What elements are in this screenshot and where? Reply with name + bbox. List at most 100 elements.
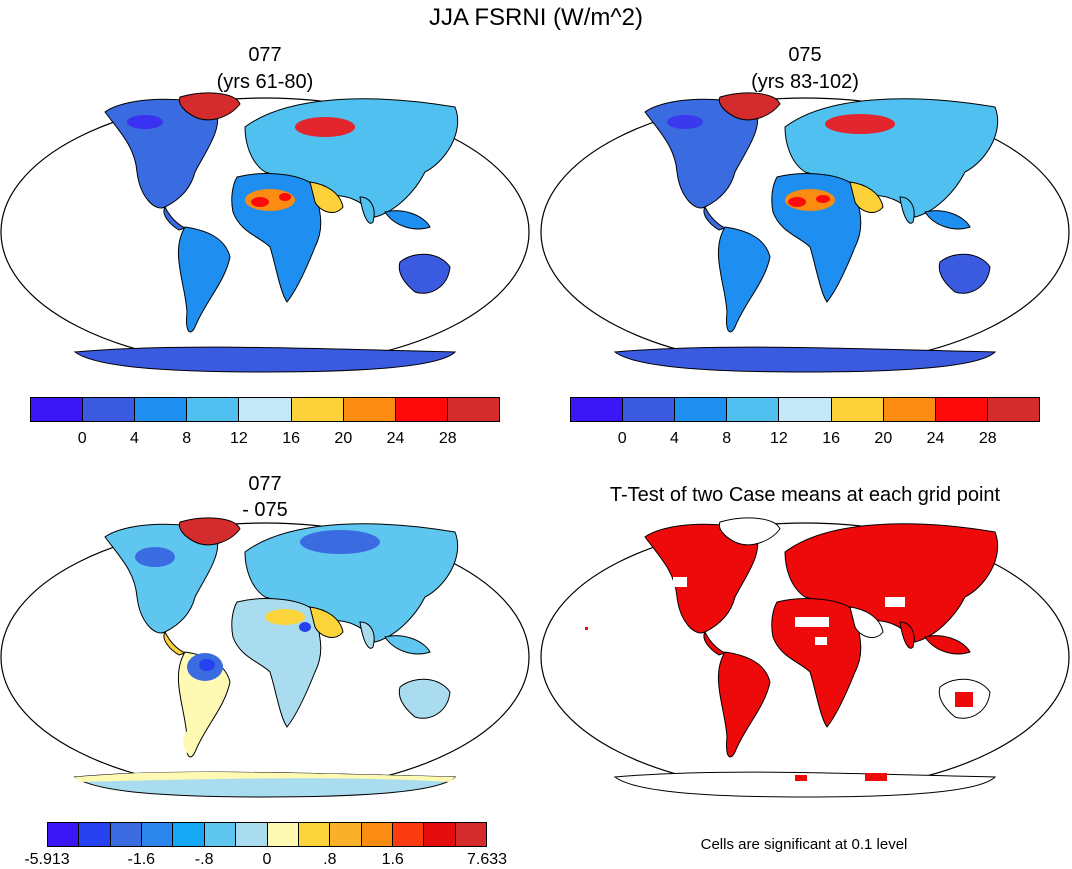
colorbar-case1-label-3: 12 — [229, 430, 248, 447]
colorbar-case1-swatch-1 — [83, 398, 136, 421]
colorbar-case1-label-0: 0 — [77, 430, 87, 447]
panel3-title-line1: 077 — [248, 473, 282, 495]
panel3-patagonia-positive — [183, 730, 197, 754]
colorbar-case2-swatch-4 — [779, 398, 832, 421]
main-title: JJA FSRNI (W/m^2) — [429, 4, 643, 31]
colorbar-case1-label-5: 20 — [334, 430, 353, 447]
panel1-canada-cool — [127, 115, 163, 129]
colorbar-diff-label-0: -5.913 — [24, 851, 70, 868]
colorbar-diff-swatch-8 — [298, 823, 331, 846]
colorbar-case2-label-6: 24 — [926, 430, 945, 447]
colorbar-case1-label-2: 8 — [182, 430, 192, 447]
colorbar-case2 — [570, 397, 1040, 422]
panel4-antarctic-sig-east — [865, 773, 887, 781]
colorbar-diff-label-5: 1.6 — [381, 851, 404, 868]
colorbar-case1-swatch-5 — [291, 398, 344, 421]
colorbar-case1-label-1: 4 — [129, 430, 139, 447]
colorbar-case2-swatch-6 — [883, 398, 936, 421]
colorbar-case2-label-7: 28 — [978, 430, 997, 447]
panel2-siberia-warm — [825, 114, 895, 134]
colorbar-diff-swatch-2 — [110, 823, 143, 846]
panel2-title-line2: (yrs 83-102) — [751, 71, 859, 93]
panel4-hawaii-sig — [585, 627, 588, 630]
colorbar-diff-labels: -5.913 -1.6 -.8 0 .8 1.6 7.633 — [24, 851, 507, 869]
colorbar-case2-label-3: 12 — [769, 430, 788, 447]
colorbar-case2-label-2: 8 — [722, 430, 732, 447]
colorbar-case1-label-4: 16 — [282, 430, 301, 447]
colorbar-diff-swatch-9 — [330, 823, 362, 846]
colorbar-diff-swatch-5 — [204, 823, 237, 846]
colorbar-diff-swatch-13 — [455, 823, 487, 846]
panel4-gap-tibet — [885, 597, 905, 607]
ttest-footnote: Cells are significant at 0.1 level — [700, 836, 908, 853]
panel3-antarctic-coast-positive — [75, 772, 455, 782]
panel4-gap-rockies — [673, 577, 687, 587]
panel3-sahel-positive — [265, 609, 305, 625]
colorbar-diff-swatch-0 — [48, 823, 80, 846]
colorbar-case1-swatch-8 — [447, 398, 499, 421]
panel2-sahara-core-east — [816, 195, 830, 203]
panel1-sahara-core — [251, 197, 269, 207]
colorbar-case2-swatch-1 — [623, 398, 676, 421]
colorbar-case2-swatch-3 — [727, 398, 780, 421]
colorbar-diff-swatch-7 — [267, 823, 299, 846]
colorbar-case1-swatch-6 — [343, 398, 396, 421]
panel4-antarctic-sig-west — [795, 775, 807, 781]
panel1-map — [0, 92, 530, 373]
panel4-australia-sig — [955, 692, 973, 707]
colorbar-case1-swatch-7 — [395, 398, 448, 421]
colorbar-case2-swatch-2 — [675, 398, 728, 421]
colorbar-diff-label-4: .8 — [323, 851, 337, 868]
colorbar-case1 — [30, 397, 500, 422]
panel3-canada-negative — [135, 547, 175, 567]
colorbar-case2-label-5: 20 — [874, 430, 893, 447]
panel3-map — [0, 517, 530, 798]
panel1-title-line2: (yrs 61-80) — [216, 71, 314, 93]
panel2-title-line1: 075 — [788, 44, 822, 66]
colorbar-case2-label-1: 4 — [669, 430, 679, 447]
colorbar-diff-swatch-3 — [142, 823, 174, 846]
panel2-map — [540, 92, 1070, 373]
panel4-map — [540, 517, 1070, 798]
colorbar-diff-swatch-1 — [79, 823, 111, 846]
colorbar-case2-label-4: 16 — [822, 430, 841, 447]
colorbar-diff-label-3: 0 — [262, 851, 272, 868]
colorbar-case2-label-0: 0 — [617, 430, 627, 447]
colorbar-diff-label-1: -1.6 — [127, 851, 156, 868]
panel1-antarctica — [74, 346, 456, 373]
colorbar-case2-labels: 0 4 8 12 16 20 24 28 — [570, 430, 1040, 448]
panel2-antarctica — [614, 346, 996, 373]
panel4-title: T-Test of two Case means at each grid po… — [609, 484, 1001, 506]
colorbar-diff-swatch-11 — [392, 823, 425, 846]
panel4-gap-sahara — [795, 617, 829, 627]
colorbar-diff-swatch-10 — [361, 823, 393, 846]
colorbar-case2-swatch-8 — [987, 398, 1039, 421]
colorbar-case1-labels: 0 4 8 12 16 20 24 28 — [30, 430, 500, 448]
colorbar-diff — [47, 822, 487, 847]
colorbar-case2-swatch-7 — [935, 398, 988, 421]
panel2-sahara-core — [788, 197, 806, 207]
colorbar-case1-swatch-3 — [187, 398, 240, 421]
colorbar-diff-label-2: -.8 — [194, 851, 214, 868]
panel3-title-line2: - 075 — [242, 499, 288, 521]
colorbar-diff-label-6: 7.633 — [466, 851, 508, 868]
panel2-canada-cool — [667, 115, 703, 129]
colorbar-diff-swatch-4 — [173, 823, 205, 846]
colorbar-case1-swatch-0 — [31, 398, 84, 421]
colorbar-case1-label-7: 28 — [438, 430, 457, 447]
colorbar-case2-swatch-5 — [831, 398, 884, 421]
panel3-amazon-core — [199, 659, 215, 671]
panel3-siberia-negative — [300, 530, 380, 554]
colorbar-case1-swatch-4 — [239, 398, 292, 421]
colorbar-case2-swatch-0 — [571, 398, 624, 421]
panel1-title-line1: 077 — [248, 44, 282, 66]
panel1-siberia-warm — [295, 117, 355, 137]
colorbar-diff-swatch-12 — [424, 823, 456, 846]
colorbar-case1-label-6: 24 — [386, 430, 405, 447]
colorbar-case1-swatch-2 — [135, 398, 188, 421]
colorbar-diff-swatch-6 — [236, 823, 268, 846]
panel1-sahara-core-east — [279, 193, 291, 201]
panel3-ethiopia-negative — [299, 622, 311, 632]
panel4-gap-sahel — [815, 637, 827, 645]
